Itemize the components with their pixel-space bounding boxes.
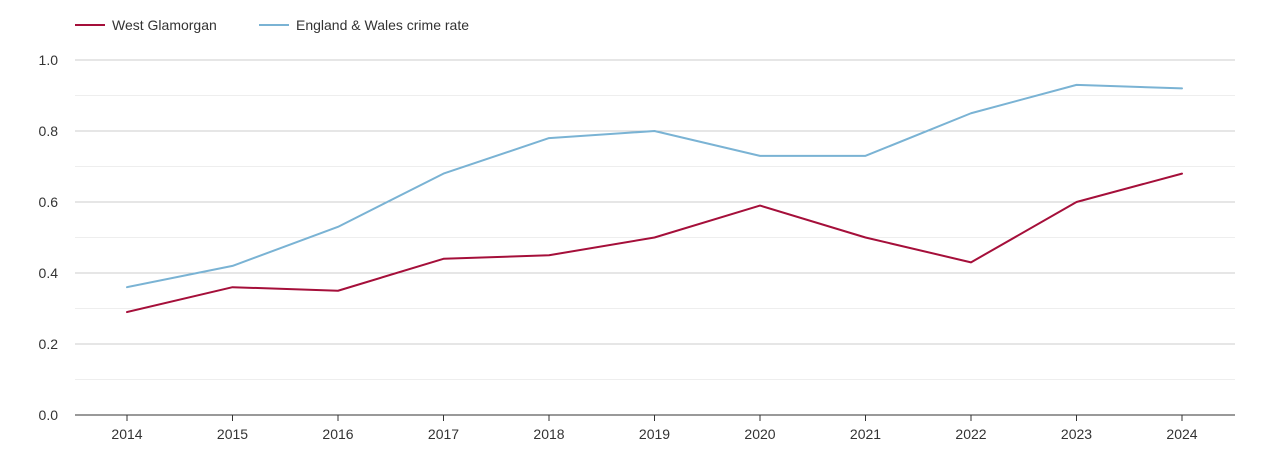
y-tick-label: 1.0 — [39, 52, 59, 68]
series-line-0 — [126, 172, 1183, 314]
x-tick-label: 2014 — [111, 426, 142, 442]
x-tick-label: 2019 — [639, 426, 670, 442]
legend-label: West Glamorgan — [112, 17, 217, 33]
y-tick-label: 0.8 — [39, 123, 59, 139]
x-tick-label: 2023 — [1061, 426, 1092, 442]
x-tick-label: 2015 — [217, 426, 248, 442]
legend: West Glamorgan England & Wales crime rate — [75, 17, 469, 33]
x-tick-label: 2024 — [1166, 426, 1197, 442]
x-tick-label: 2018 — [533, 426, 564, 442]
axes: 0.0 0.2 0.4 0.6 0.8 1.0 2014 2015 2016 2017 2018 20… — [39, 52, 1235, 442]
x-tick-label: 2022 — [955, 426, 986, 442]
x-tick-label: 2020 — [744, 426, 775, 442]
y-tick-label: 0.0 — [39, 407, 59, 423]
legend-label: England & Wales crime rate — [296, 17, 469, 33]
y-tick-label: 0.2 — [39, 336, 59, 352]
y-tick-label: 0.6 — [39, 194, 59, 210]
x-tick-label: 2021 — [850, 426, 881, 442]
legend-item-1: England & Wales crime rate — [259, 17, 469, 33]
x-tick-label: 2016 — [322, 426, 353, 442]
legend-item-0: West Glamorgan — [75, 17, 217, 33]
series-lines — [126, 83, 1183, 314]
y-tick-label: 0.4 — [39, 265, 59, 281]
x-tick-label: 2017 — [428, 426, 459, 442]
gridlines — [75, 59, 1235, 380]
series-line-1 — [126, 83, 1183, 289]
